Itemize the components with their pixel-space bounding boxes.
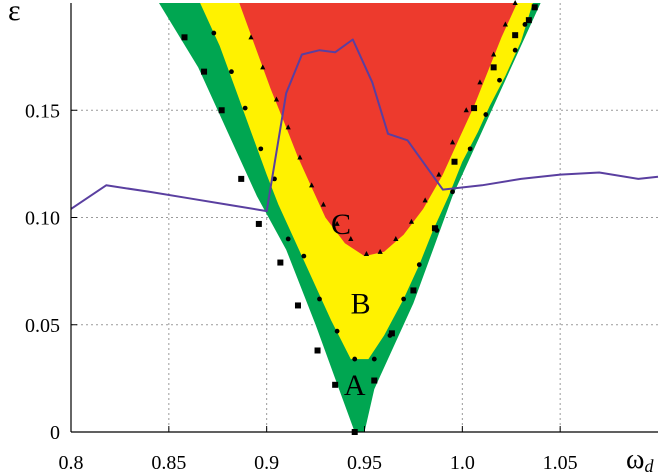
circle-marker	[512, 47, 518, 53]
square-marker	[531, 4, 538, 11]
circle-marker	[258, 146, 264, 152]
circle-marker	[497, 77, 502, 83]
circle-marker	[352, 356, 358, 362]
circle-marker	[242, 105, 248, 111]
y-axis-label: ε	[8, 0, 21, 27]
triangle-marker	[363, 250, 370, 256]
circle-marker	[387, 333, 393, 338]
triangle-marker	[248, 34, 254, 40]
x-tick-label: 1.0	[450, 452, 475, 474]
triangle-marker	[449, 139, 456, 145]
square-marker	[294, 302, 301, 309]
square-marker	[525, 17, 532, 24]
tick-labels: 0.8 0.85 0.9 0.95 1.0 1.05 0 0.05 0.10 0.15	[25, 100, 578, 474]
square-marker	[410, 287, 417, 294]
triangle-marker	[285, 124, 291, 130]
square-marker	[332, 381, 339, 388]
triangle-marker	[463, 107, 469, 113]
x-tick-label: 0.85	[151, 452, 186, 474]
triangle-marker	[377, 248, 383, 254]
circle-marker	[483, 112, 489, 117]
region-labels: A B C	[331, 208, 371, 402]
triangle-marker	[393, 235, 399, 241]
square-marker	[255, 220, 262, 227]
square-marker	[512, 32, 519, 39]
x-tick-label: 0.95	[347, 452, 382, 474]
square-marker	[218, 107, 225, 114]
y-tick-label: 0.10	[25, 208, 60, 230]
triangle-marker	[260, 64, 266, 70]
triangle-marker	[297, 154, 303, 160]
x-axis-label: ωd	[626, 444, 654, 474]
series-line-0	[70, 38, 659, 213]
square-marker	[471, 105, 478, 112]
x-tick-label: 0.9	[254, 452, 279, 474]
square-marker	[490, 64, 497, 71]
triangle-marker	[273, 96, 280, 102]
boundary-markers	[181, 0, 538, 435]
square-marker	[277, 259, 284, 266]
x-axis-label-sub: d	[644, 456, 654, 474]
triangle-marker	[512, 0, 518, 5]
stability-regions	[159, 3, 541, 432]
x-tick-label: 0.8	[59, 452, 84, 474]
square-marker	[201, 68, 208, 75]
circle-marker	[272, 176, 277, 182]
circle-marker	[467, 146, 473, 152]
circle-marker	[450, 189, 455, 195]
y-tick-label: 0	[50, 422, 60, 444]
square-marker	[388, 330, 395, 337]
square-marker	[431, 225, 438, 232]
square-marker	[238, 175, 245, 182]
y-tick-label: 0.15	[25, 100, 60, 122]
circle-marker	[334, 328, 340, 334]
triangle-marker	[477, 79, 483, 85]
region-label-a: A	[344, 369, 366, 402]
x-axis-label-main: ω	[626, 444, 644, 474]
circle-marker	[371, 356, 377, 362]
plot-frame	[70, 3, 658, 433]
circle-marker	[301, 253, 307, 259]
circle-marker	[317, 296, 322, 302]
circle-marker	[416, 262, 422, 268]
y-tick-label: 0.05	[25, 315, 60, 337]
line-series	[70, 38, 659, 213]
square-marker	[181, 34, 188, 41]
square-marker	[371, 377, 378, 384]
triangle-marker	[408, 218, 415, 224]
triangle-marker	[348, 235, 354, 241]
circle-marker	[401, 296, 407, 302]
circle-marker	[211, 30, 217, 36]
x-tick-label: 1.05	[543, 452, 578, 474]
triangle-marker	[309, 182, 315, 188]
region-label-c: C	[331, 208, 351, 241]
region-c	[239, 3, 518, 257]
circle-marker	[434, 227, 440, 233]
triangle-marker	[502, 21, 508, 27]
region-label-b: B	[351, 287, 371, 320]
circle-marker	[229, 69, 234, 75]
square-marker	[314, 347, 321, 354]
circle-marker	[285, 236, 291, 242]
circle-marker	[522, 22, 528, 27]
triangle-marker	[320, 201, 327, 207]
square-marker	[451, 158, 458, 165]
triangle-marker	[491, 51, 497, 57]
triangle-marker	[334, 220, 340, 226]
triangle-marker	[422, 197, 428, 203]
triangle-marker	[436, 171, 442, 177]
